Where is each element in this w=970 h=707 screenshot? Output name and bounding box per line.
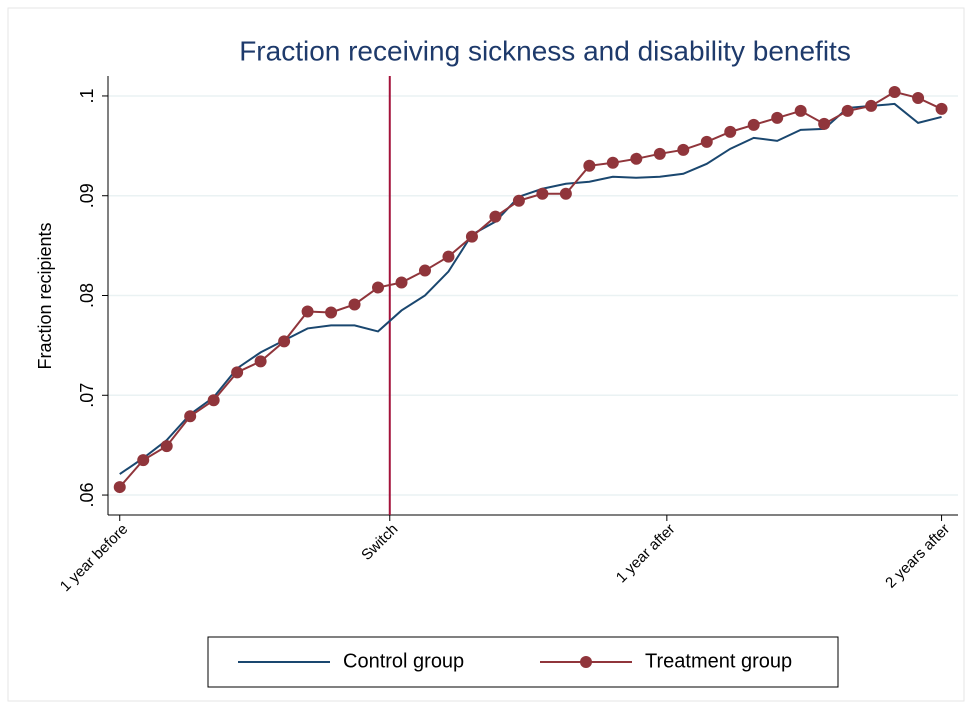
data-point <box>184 410 197 423</box>
data-point <box>559 187 572 200</box>
data-point <box>442 250 455 263</box>
data-point <box>278 335 291 348</box>
y-tick-label: .1 <box>77 88 97 103</box>
data-point <box>794 104 807 117</box>
data-point <box>160 440 173 453</box>
chart-title: Fraction receiving sickness and disabili… <box>239 35 851 66</box>
y-tick-label: .07 <box>77 383 97 408</box>
data-point <box>231 366 244 379</box>
y-tick-label: .09 <box>77 183 97 208</box>
data-point <box>818 117 831 130</box>
legend-label: Control group <box>343 650 464 672</box>
data-point <box>372 281 385 294</box>
data-point <box>489 210 502 223</box>
y-tick-label: .06 <box>77 483 97 508</box>
data-point <box>771 111 784 124</box>
data-point <box>113 481 126 494</box>
legend-marker <box>580 656 592 668</box>
data-point <box>418 264 431 277</box>
data-point <box>888 85 901 98</box>
legend-label: Treatment group <box>645 650 792 672</box>
data-point <box>395 276 408 289</box>
y-axis-label: Fraction recipients <box>35 222 55 369</box>
data-point <box>207 394 220 407</box>
data-point <box>536 187 549 200</box>
data-point <box>700 135 713 148</box>
data-point <box>512 194 525 207</box>
data-point <box>630 152 643 165</box>
data-point <box>747 118 760 131</box>
data-point <box>348 298 361 311</box>
data-point <box>137 454 150 467</box>
data-point <box>325 306 338 319</box>
data-point <box>912 91 925 104</box>
data-point <box>865 99 878 112</box>
chart-frame <box>7 7 965 702</box>
data-point <box>465 230 478 243</box>
data-point <box>677 143 690 156</box>
data-point <box>301 305 314 318</box>
data-point <box>935 102 948 115</box>
y-tick-label: .08 <box>77 283 97 308</box>
data-point <box>254 355 267 368</box>
data-point <box>653 147 666 160</box>
data-point <box>724 125 737 138</box>
data-point <box>606 156 619 169</box>
data-point <box>583 159 596 172</box>
data-point <box>841 104 854 117</box>
series-line <box>119 102 942 475</box>
